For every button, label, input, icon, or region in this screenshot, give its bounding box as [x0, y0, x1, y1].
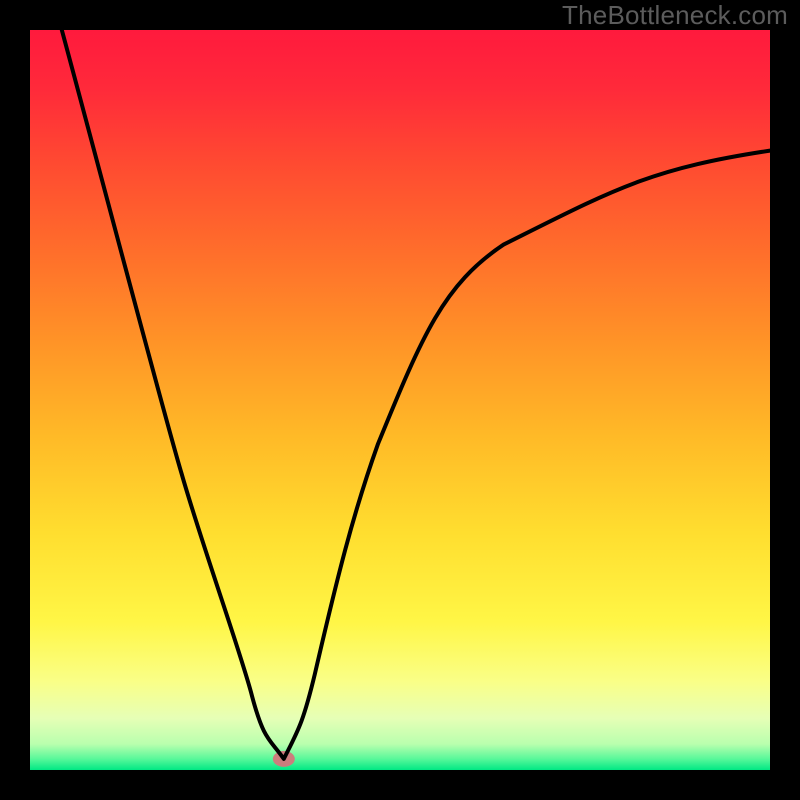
watermark-text: TheBottleneck.com — [562, 0, 788, 31]
chart-container: { "watermark": "TheBottleneck.com", "cha… — [0, 0, 800, 800]
bottleneck-chart — [0, 0, 800, 800]
gradient-plot-area — [30, 30, 770, 770]
